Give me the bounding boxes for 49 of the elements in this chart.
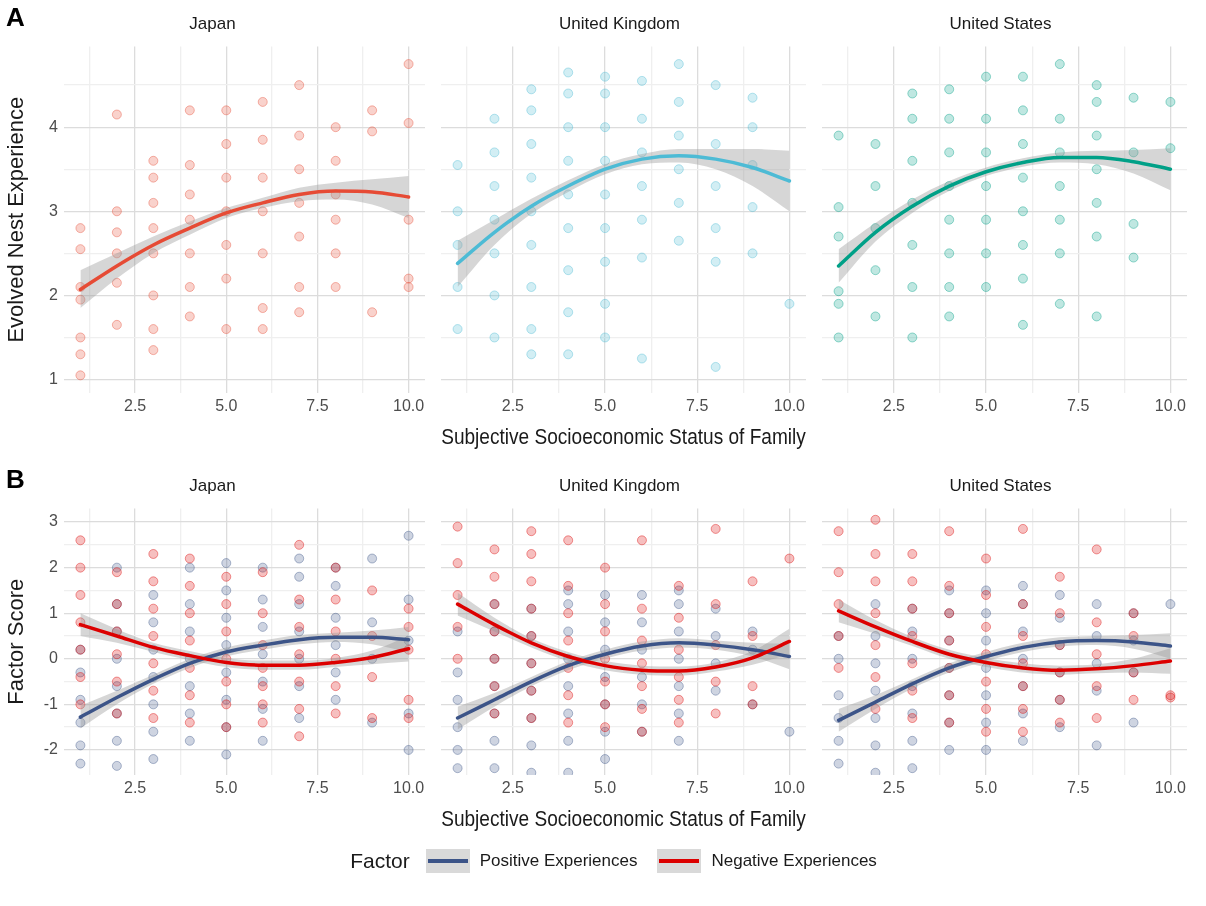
x-tick-label: 10.0 — [393, 779, 425, 797]
x-tick-label: 7.5 — [686, 779, 709, 797]
y-tick-label: -2 — [43, 740, 59, 758]
chart-title: United States — [949, 475, 1052, 495]
chart-title: Japan — [189, 475, 236, 495]
x-tick-label: 5.0 — [974, 779, 998, 797]
x-tick-label: 7.5 — [1067, 397, 1090, 415]
y-tick-label: 1 — [49, 603, 59, 621]
x-tick-label: 5.0 — [974, 397, 998, 415]
x-tick-label: 7.5 — [1067, 779, 1090, 797]
x-tick-label: 2.5 — [123, 397, 147, 415]
x-tick-label: 10.0 — [1154, 397, 1187, 415]
x-tick-label: 2.5 — [501, 779, 525, 797]
y-tick-label: 4 — [49, 117, 59, 135]
x-tick-label: 10.0 — [773, 779, 806, 797]
x-tick-label: 2.5 — [123, 779, 147, 797]
y-tick-label: 3 — [49, 512, 59, 530]
x-tick-label: 10.0 — [1154, 779, 1187, 797]
legend-title: Factor — [350, 849, 410, 873]
chart-title: United States — [949, 13, 1052, 33]
x-tick-label: 10.0 — [773, 397, 806, 415]
x-tick-label: 7.5 — [686, 397, 709, 415]
x-tick-label: 5.0 — [593, 779, 617, 797]
x-tick-label: 5.0 — [593, 397, 617, 415]
x-tick-label: 7.5 — [306, 779, 329, 797]
x-axis-title: Subjective Socioeconomic Status of Family — [441, 423, 807, 449]
x-tick-label: 2.5 — [882, 397, 906, 415]
chart-title: United Kingdom — [559, 13, 680, 33]
legend-label: Negative Experiences — [711, 851, 877, 871]
y-tick-label: 1 — [49, 369, 59, 387]
y-axis-title: Evolved Nest Experience — [3, 96, 29, 343]
y-axis-title: Factor Score — [3, 578, 29, 705]
text: B — [6, 464, 25, 495]
x-tick-label: 2.5 — [882, 779, 906, 797]
x-axis-title: Subjective Socioeconomic Status of Family — [441, 805, 807, 831]
x-tick-label: 2.5 — [501, 397, 525, 415]
y-tick-label: -1 — [43, 694, 59, 712]
x-tick-label: 7.5 — [306, 397, 329, 415]
y-tick-label: 3 — [49, 201, 59, 219]
x-tick-label: 10.0 — [393, 397, 425, 415]
y-tick-label: 2 — [49, 558, 59, 576]
chart-title: Japan — [189, 13, 236, 33]
x-tick-label: 5.0 — [215, 397, 238, 415]
chart-title: United Kingdom — [559, 475, 680, 495]
y-tick-label: 2 — [49, 285, 59, 303]
x-tick-label: 5.0 — [215, 779, 238, 797]
text: A — [6, 2, 25, 33]
y-tick-label: 0 — [49, 649, 59, 667]
legend-label: Positive Experiences — [479, 851, 638, 871]
